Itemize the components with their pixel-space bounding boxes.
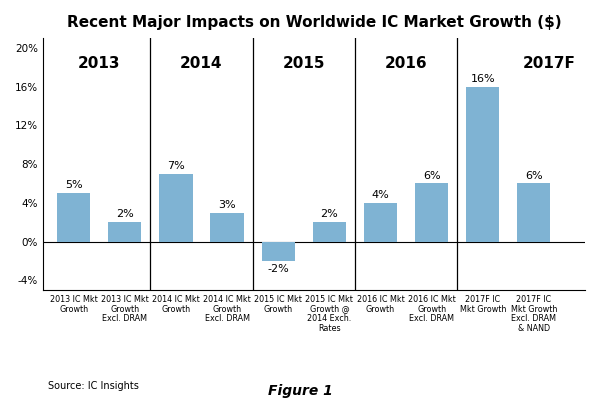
Bar bbox=[160, 174, 193, 242]
Text: 2016: 2016 bbox=[385, 56, 427, 70]
Bar bbox=[517, 184, 550, 242]
Bar bbox=[108, 222, 142, 242]
Text: 7%: 7% bbox=[167, 161, 185, 171]
Bar bbox=[415, 184, 448, 242]
Text: 5%: 5% bbox=[65, 180, 82, 190]
Text: 2%: 2% bbox=[320, 209, 338, 219]
Text: 2015: 2015 bbox=[283, 56, 325, 70]
Title: Recent Major Impacts on Worldwide IC Market Growth ($): Recent Major Impacts on Worldwide IC Mar… bbox=[67, 15, 562, 30]
Text: 6%: 6% bbox=[423, 170, 440, 180]
Text: Source: IC Insights: Source: IC Insights bbox=[48, 381, 139, 391]
Text: 3%: 3% bbox=[218, 200, 236, 210]
Text: 2017F: 2017F bbox=[523, 56, 575, 70]
Bar bbox=[262, 242, 295, 261]
Bar bbox=[211, 212, 244, 242]
Text: 2%: 2% bbox=[116, 209, 134, 219]
Bar bbox=[57, 193, 90, 242]
Bar bbox=[313, 222, 346, 242]
Text: 16%: 16% bbox=[470, 74, 495, 84]
Text: 2013: 2013 bbox=[78, 56, 121, 70]
Bar bbox=[364, 203, 397, 242]
Text: -2%: -2% bbox=[268, 264, 289, 274]
Text: 6%: 6% bbox=[525, 170, 542, 180]
Text: 4%: 4% bbox=[371, 190, 389, 200]
Bar bbox=[466, 86, 499, 242]
Text: Figure 1: Figure 1 bbox=[268, 384, 332, 398]
Text: 2014: 2014 bbox=[180, 56, 223, 70]
